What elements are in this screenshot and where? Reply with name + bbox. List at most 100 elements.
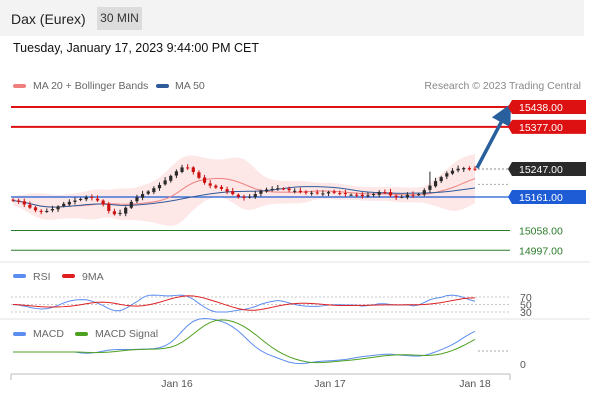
rsi-ma-line: [12, 295, 476, 311]
candle-body: [293, 190, 297, 192]
candle-body: [276, 188, 280, 190]
candle-body: [219, 186, 224, 189]
ma50-legend-label: MA 50: [175, 80, 205, 92]
chart-datetime: Tuesday, January 17, 2023 9:44:00 PM CET: [13, 41, 259, 55]
macd-zero-label: 0: [520, 359, 526, 371]
rsi-level-label-30: 30: [520, 307, 532, 319]
candle-body: [191, 167, 195, 172]
ma50-legend-swatch: [156, 84, 169, 88]
candle-body: [428, 185, 432, 190]
candle-body: [417, 194, 421, 196]
candle-body: [462, 168, 466, 170]
candle-body: [349, 194, 353, 196]
candle-body: [112, 211, 117, 215]
candle-body: [411, 194, 415, 196]
candle-body: [433, 181, 438, 187]
candle-body: [405, 194, 409, 198]
candle-body: [304, 191, 308, 193]
candle-body: [298, 190, 302, 193]
candle-body: [28, 204, 32, 208]
support-label-2: 14997.00: [519, 245, 563, 257]
ma20-line: [12, 178, 476, 208]
candle-body: [62, 203, 66, 207]
candle-body: [90, 197, 94, 198]
candle-body: [343, 193, 348, 195]
instrument-title: Dax (Eurex): [11, 11, 86, 27]
candle-body: [146, 191, 150, 194]
resistance-label-2-text: 15377.00: [519, 122, 563, 134]
candle-body: [248, 196, 252, 198]
candle-body: [163, 180, 167, 185]
candle-body: [214, 185, 218, 188]
candle-body: [371, 194, 376, 196]
candle-body: [383, 192, 387, 194]
resistance-label-2-group: 15377.00: [508, 119, 586, 134]
candle-body: [450, 170, 455, 174]
x-tick-label-2: Jan 17: [314, 378, 346, 390]
macd-signal-legend-swatch: [75, 332, 88, 336]
candle-body: [180, 167, 184, 172]
candle-body: [174, 171, 178, 176]
resistance-label-2-box: [508, 119, 586, 134]
candle-body: [259, 190, 263, 194]
candle-body: [107, 203, 111, 211]
candle-body: [310, 192, 314, 194]
macd-signal-legend-label: MACD Signal: [95, 328, 159, 340]
candle-body: [456, 168, 460, 171]
pivot-label-group: 15161.00: [508, 190, 586, 204]
candle-body: [140, 194, 145, 198]
candle-body: [315, 192, 319, 194]
last-price-label-group: 15247.00: [508, 162, 586, 177]
candle-body: [135, 197, 139, 202]
candle-body: [366, 195, 370, 197]
candle-body: [129, 201, 133, 208]
candle-body: [338, 193, 342, 195]
macd-signal-line: [13, 319, 476, 364]
candle-body: [360, 194, 364, 197]
macd-line: [13, 317, 476, 365]
rsi-legend-label: RSI: [33, 271, 51, 283]
pivot-label-text: 15161.00: [519, 192, 563, 204]
candle-body: [157, 184, 162, 189]
candle-body: [84, 197, 88, 200]
rsi-ma-legend-label: 9MA: [82, 271, 104, 283]
macd-legend-label: MACD: [33, 328, 64, 340]
ma20-legend-swatch: [13, 84, 26, 88]
rsi-level-label-50: 50: [520, 300, 532, 312]
candle-body: [197, 172, 201, 178]
ma50-line: [12, 186, 476, 208]
forecast-arrow: [475, 103, 511, 169]
candle-body: [11, 199, 15, 201]
candle-body: [321, 193, 325, 195]
resistance-label-1-box: [508, 100, 586, 114]
candle-body: [152, 188, 156, 193]
rsi-legend-swatch: [13, 274, 26, 278]
candle-body: [50, 209, 55, 211]
candle-body: [473, 168, 477, 170]
timeframe-button[interactable]: 30 MIN: [97, 7, 142, 30]
candle-body: [287, 188, 291, 191]
candle-body: [422, 190, 426, 195]
candle-body: [242, 196, 246, 198]
candle-body: [101, 200, 105, 205]
candle-body: [79, 198, 83, 200]
candle-body: [394, 195, 398, 198]
candle-body: [169, 175, 173, 181]
candle-body: [73, 200, 77, 202]
candle-body: [67, 201, 71, 205]
candle-body: [17, 200, 21, 202]
rsi-ma-legend-swatch: [62, 274, 75, 278]
last-price-label-text: 15247.00: [519, 164, 563, 176]
candle-body: [388, 192, 393, 196]
candle-body: [124, 207, 128, 214]
candle-body: [202, 177, 207, 183]
candle-body: [56, 206, 60, 210]
candle-body: [253, 194, 257, 197]
candle-body: [45, 210, 49, 212]
candle-body: [39, 210, 43, 212]
rsi-level-label-70: 70: [520, 292, 532, 304]
pivot-label-box: [508, 190, 586, 204]
resistance-label-1-text: 15438.00: [519, 102, 563, 114]
x-tick-label-1: Jan 16: [161, 378, 193, 390]
support-label-1: 15058.00: [519, 225, 563, 237]
